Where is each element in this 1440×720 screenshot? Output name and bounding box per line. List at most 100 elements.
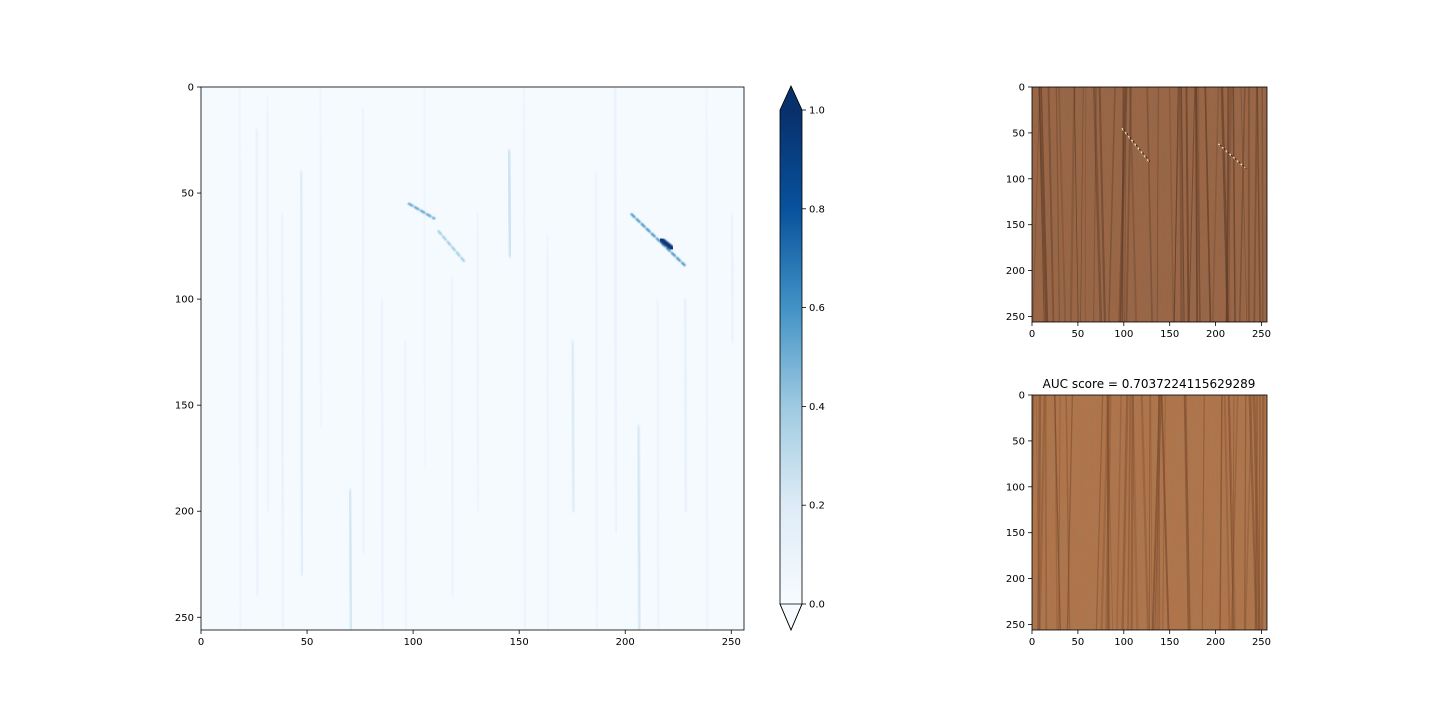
reconstruction-xtick-label: 100 (1114, 637, 1133, 648)
reconstruction-grain-line (1258, 395, 1261, 630)
heatmap-xtick-label: 0 (198, 637, 204, 648)
reconstruction-xtick-label: 0 (1029, 637, 1035, 648)
reconstruction-axes: 0 50 100 150 200 250 0 50 100 150 200 250 (1006, 391, 1271, 649)
test-image-grain-line (1040, 87, 1049, 322)
reconstruction-grain-line (1183, 395, 1191, 630)
reconstruction-grain-line (1151, 395, 1161, 630)
test-image-grain-line (1156, 87, 1159, 322)
test-image-grain-line (1069, 87, 1076, 322)
test-image-grain-line (1032, 87, 1041, 322)
reconstruction-grain-line (1150, 395, 1153, 630)
heatmap-ytick-label: 50 (181, 189, 194, 200)
reconstruction-grain-line (1183, 395, 1192, 630)
colorbar-tick-label: 0.0 (809, 600, 825, 611)
test-image-grain-line (1108, 87, 1116, 322)
colorbar-extend-max (780, 86, 802, 110)
test-image-grain-line (1129, 87, 1138, 322)
test-image-panel: 0 50 100 150 200 250 0 50 100 150 200 250 (1006, 83, 1271, 341)
reconstruction-ytick-label: 100 (1006, 482, 1025, 493)
colorbar: 0.0 0.2 0.4 0.6 0.8 1.0 (779, 85, 825, 632)
test-image-frame (1031, 86, 1268, 323)
test-image-grain-line (1227, 87, 1231, 322)
reconstruction-grain-line (1037, 395, 1042, 630)
test-image-grain-line (1080, 87, 1084, 322)
test-image-grain-line (1098, 87, 1106, 322)
reconstruction-grain-line (1044, 395, 1048, 630)
heatmap-defect (630, 213, 686, 267)
colorbar-tick-label: 0.2 (809, 501, 825, 512)
test-image-ytick-label: 0 (1019, 83, 1025, 94)
reconstruction-grain-line (1121, 395, 1129, 630)
heatmap-streak (255, 128, 260, 598)
test-image-grain-line (1180, 87, 1185, 322)
reconstruction-title: AUC score = 0.7037224115629289 (1043, 377, 1256, 391)
heatmap-streak (507, 149, 512, 258)
reconstruction-xtick-label: 250 (1252, 637, 1271, 648)
test-image-grain-line (1146, 87, 1153, 322)
heatmap-ytick-label: 200 (175, 507, 194, 518)
heatmap-streak (422, 87, 427, 470)
reconstruction-grain-line (1201, 395, 1205, 630)
test-image-grain-line (1168, 87, 1175, 322)
reconstruction-grain-line (1230, 395, 1239, 630)
test-image-grain-line (1204, 87, 1212, 322)
test-image-grain-line (1225, 87, 1230, 322)
reconstruction-ytick-label: 0 (1019, 391, 1025, 402)
test-image-grain-line (1084, 87, 1087, 322)
reconstruction-grain-line (1066, 395, 1073, 630)
reconstruction-grain-line (1248, 395, 1258, 630)
colorbar-tick-label: 0.4 (809, 402, 825, 413)
heatmap-streak (545, 234, 550, 630)
test-image-grain-line (1195, 87, 1201, 322)
heatmap-xtick-label: 100 (404, 637, 423, 648)
reconstruction-grain-line (1160, 395, 1170, 630)
test-image-grain-line (1125, 87, 1132, 322)
test-image-grain-line (1047, 87, 1055, 322)
reconstruction-xtick-label: 200 (1206, 637, 1225, 648)
heatmap-streak (594, 170, 599, 630)
reconstruction-grain-line (1244, 395, 1247, 630)
reconstruction-grain-line (1130, 395, 1134, 630)
test-image-grain-line (1195, 87, 1199, 322)
reconstruction-grain-line (1228, 395, 1234, 630)
reconstruction-ytick-label: 150 (1006, 528, 1025, 539)
reconstruction-grain-line (1054, 395, 1058, 630)
test-image-grain-line (1173, 87, 1179, 322)
reconstruction-ytick-label: 50 (1012, 436, 1025, 447)
reconstruction-ytick-label: 200 (1006, 574, 1025, 585)
heatmap-defect (658, 237, 675, 251)
heatmap-streak (299, 170, 304, 576)
reconstruction-grain-line (1223, 395, 1231, 630)
test-image-grain-line (1185, 87, 1190, 322)
heatmap-streak (280, 213, 285, 630)
reconstruction-grain-line (1106, 395, 1110, 630)
colorbar-gradient (780, 110, 802, 604)
test-image-grain-line (1055, 87, 1061, 322)
heatmap-streak (475, 213, 480, 513)
heatmap-streak (571, 340, 576, 513)
heatmap-streak (238, 87, 243, 630)
reconstruction-grain-line (1232, 395, 1235, 630)
reconstruction-grain-line (1162, 395, 1166, 630)
heatmap-background (201, 87, 744, 630)
reconstruction-ytick-label: 250 (1006, 620, 1025, 631)
reconstruction-grain-line (1227, 395, 1236, 630)
test-image-grain-line (1092, 87, 1103, 322)
heatmap-streak (613, 87, 618, 534)
heatmap-streak (403, 340, 408, 630)
reconstruction-panel: AUC score = 0.7037224115629289 0 50 100 150… (1006, 377, 1271, 648)
reconstruction-grain-line (1116, 395, 1122, 630)
test-image-grain-line (1253, 87, 1258, 322)
test-image-defect-shadow (1219, 144, 1247, 170)
test-image-grain-line (1073, 87, 1079, 322)
reconstruction-xtick-label: 50 (1072, 637, 1085, 648)
test-image-grain-line (1256, 87, 1261, 322)
test-image-grain-line (1198, 87, 1201, 322)
test-image-ytick-label: 100 (1006, 174, 1025, 185)
test-image-ytick-label: 200 (1006, 266, 1025, 277)
heatmap-streak (655, 298, 661, 630)
heatmap-streak (318, 87, 323, 428)
reconstruction-grain-line (1140, 395, 1150, 630)
reconstruction-grain-line (1148, 395, 1151, 630)
